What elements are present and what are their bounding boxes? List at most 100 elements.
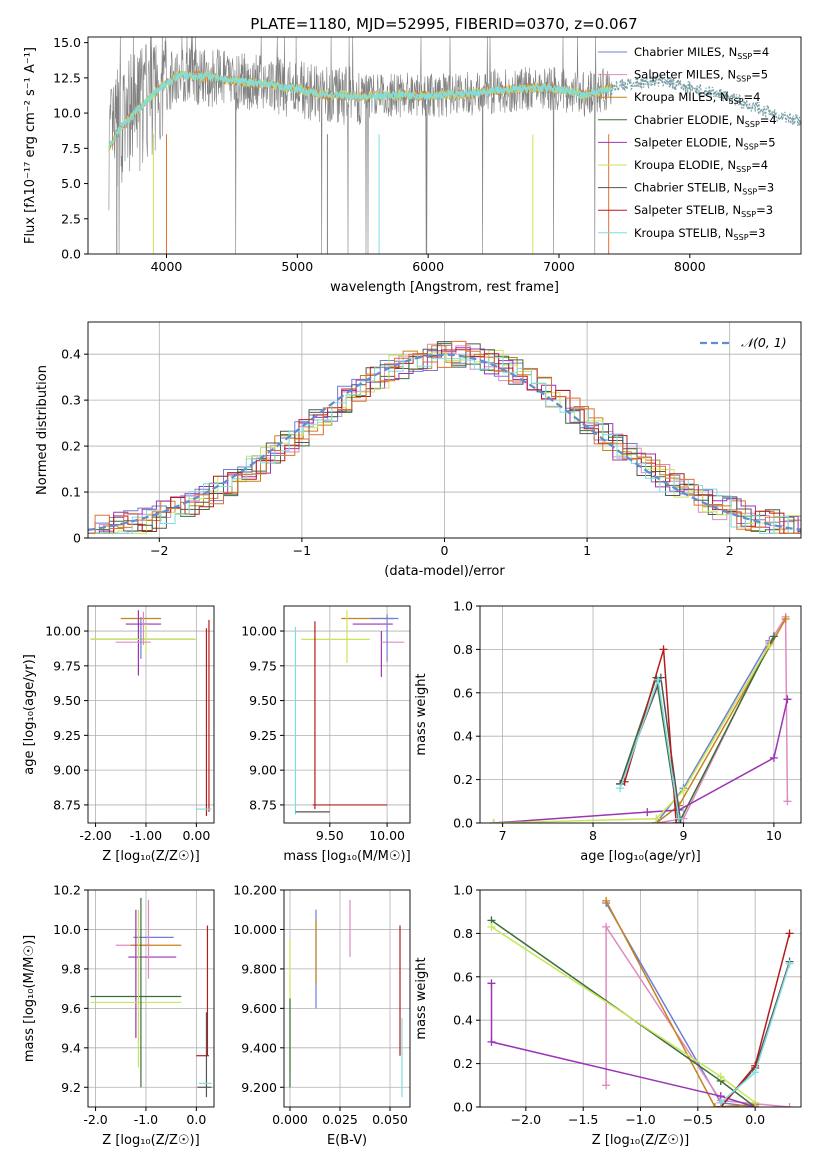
plot-area: [294, 610, 405, 815]
legend-label-suffix: =5: [759, 135, 776, 149]
plot-area: [489, 612, 792, 823]
x-axis-label: E(B-V): [327, 1133, 367, 1148]
axes-frame: [283, 889, 411, 1108]
y-axis-label: mass [log₁₀(M/M☉)]: [22, 935, 37, 1062]
legend-label-base: Kroupa STELIB, N: [634, 226, 734, 240]
legend-label-base: Chabrier MILES, N: [634, 45, 737, 59]
x-tick-label: −1: [293, 543, 311, 558]
legend-label-suffix: =3: [756, 203, 773, 217]
plot-area: [487, 896, 794, 1107]
weight-series-point: [602, 896, 611, 905]
y-tick-label: 0.1: [61, 485, 81, 500]
panel-residuals: −2 −1 0 1 2 0 0.1 0.2 0.3 0.4 (data-model)/error No…: [35, 321, 802, 579]
weight-series-point: [781, 615, 790, 624]
weight-series-point: [659, 645, 668, 654]
y-tick-label: 15.0: [53, 35, 81, 50]
weight-series-point: [674, 814, 683, 823]
panel-weight-vs-Z: −2.0 −1.5 −1.0 −0.5 0.0 0.0 0.2 0.4 0.6 0.8 1.0 Z […: [414, 883, 802, 1148]
histogram-step: [88, 349, 801, 534]
axes-frame: [87, 605, 215, 824]
histogram-step: [89, 345, 801, 534]
histogram-step: [88, 340, 801, 534]
weight-series-point: [602, 922, 611, 931]
plot-area: [108, 37, 801, 254]
plot-area: [88, 340, 801, 534]
weight-series-point: [654, 675, 663, 684]
legend-label-sub: SSP: [744, 142, 759, 151]
weight-series-point: [716, 1098, 725, 1107]
histogram-step: [89, 357, 801, 534]
weight-series-point: [711, 1103, 720, 1107]
panel-spectrum: 4000 5000 6000 7000 8000 0.0 2.5 5.0 7.5 10.0 12.5…: [23, 35, 802, 295]
y-tick-label: 12.5: [53, 70, 81, 85]
x-tick-label: 6000: [412, 259, 444, 274]
x-tick-label: 10.00: [369, 828, 405, 843]
legend-label-suffix: =4: [751, 158, 768, 172]
y-tick-label: 10.0: [53, 922, 81, 937]
spectrum-model-line: [108, 70, 612, 150]
x-tick-label: -1.00: [130, 828, 162, 843]
y-axis-label: Flux [fλ10⁻¹⁷ erg cm⁻² s⁻¹ A⁻¹]: [23, 47, 38, 244]
histogram-step: [89, 349, 801, 534]
y-tick-label: 10.0: [53, 106, 81, 121]
y-tick-label: 9.400: [241, 1040, 277, 1055]
legend-label: Kroupa STELIB, NSSP=3: [634, 226, 765, 242]
x-tick-label: −0.5: [683, 1112, 713, 1127]
axes-frame: [87, 36, 802, 255]
y-tick-label: 5.0: [61, 176, 81, 191]
x-tick-label: −2.0: [511, 1112, 541, 1127]
x-tick-label: 8000: [674, 259, 706, 274]
legend-label: Salpeter ELODIE, NSSP=5: [634, 135, 776, 151]
x-axis-label: (data-model)/error: [384, 564, 505, 579]
y-axis-label: Normed distribution: [35, 365, 50, 495]
y-tick-label: 0.2: [453, 1056, 473, 1071]
y-tick-label: 0.8: [453, 642, 473, 657]
y-tick-label: 9.50: [53, 693, 81, 708]
spectrum-data-line: [108, 37, 612, 254]
legend-label-base: Chabrier STELIB, N: [634, 181, 742, 195]
y-tick-label: 9.600: [241, 1001, 277, 1016]
weight-series-point: [676, 819, 685, 823]
legend-label: Salpeter MILES, NSSP=5: [634, 68, 768, 84]
y-tick-label: 0.6: [453, 969, 473, 984]
y-axis-label: age [log₁₀(age/yr)]: [22, 654, 37, 775]
weight-series-point: [769, 632, 778, 641]
y-tick-label: 8.75: [53, 797, 81, 812]
x-axis-label: Z [log₁₀(Z/Z☉)]: [102, 1133, 199, 1148]
y-tick-label: 9.4: [61, 1040, 81, 1055]
y-tick-label: 10.00: [45, 624, 81, 639]
weight-series-point: [487, 922, 496, 931]
x-axis-label: mass [log₁₀(M/M☉)]: [283, 849, 410, 864]
y-tick-label: 9.50: [249, 693, 277, 708]
legend-label: Chabrier ELODIE, NSSP=4: [634, 113, 777, 129]
y-tick-label: 0.4: [453, 1013, 473, 1028]
weight-series-point: [487, 1037, 496, 1046]
panel-weight-vs-age: 7 8 9 10 0.0 0.2 0.4 0.6 0.8 1.0 age [log₁₀(age/yr…: [414, 599, 802, 864]
legend-label-suffix: =4: [752, 45, 769, 59]
x-axis-label: wavelength [Angstrom, rest frame]: [330, 280, 559, 295]
x-tick-label: -2.00: [79, 828, 111, 843]
y-tick-label: 9.75: [53, 658, 81, 673]
x-tick-label: -2.0: [83, 1112, 107, 1127]
x-tick-label: 0.0: [186, 1112, 206, 1127]
x-tick-label: -1.0: [134, 1112, 158, 1127]
weight-series-point: [751, 1098, 760, 1107]
axes-frame: [479, 605, 802, 824]
y-tick-label: 9.25: [249, 728, 277, 743]
weight-series-point: [672, 819, 681, 823]
weight-series-point: [783, 695, 792, 704]
legend-label-sub: SSP: [736, 165, 751, 174]
y-tick-label: 9.8: [61, 961, 81, 976]
legend-label: 𝒩(0, 1): [741, 335, 787, 350]
y-tick-label: 1.0: [453, 883, 473, 898]
y-tick-label: 9.75: [249, 658, 277, 673]
y-tick-label: 0.0: [453, 816, 473, 831]
weight-series-line: [655, 640, 771, 823]
x-tick-label: 0.025: [322, 1112, 358, 1127]
legend-label-suffix: =3: [757, 181, 774, 195]
weight-series-point: [769, 753, 778, 762]
weight-series-point: [785, 959, 794, 968]
legend-label-suffix: =5: [751, 68, 768, 82]
weight-series-line: [493, 644, 771, 823]
